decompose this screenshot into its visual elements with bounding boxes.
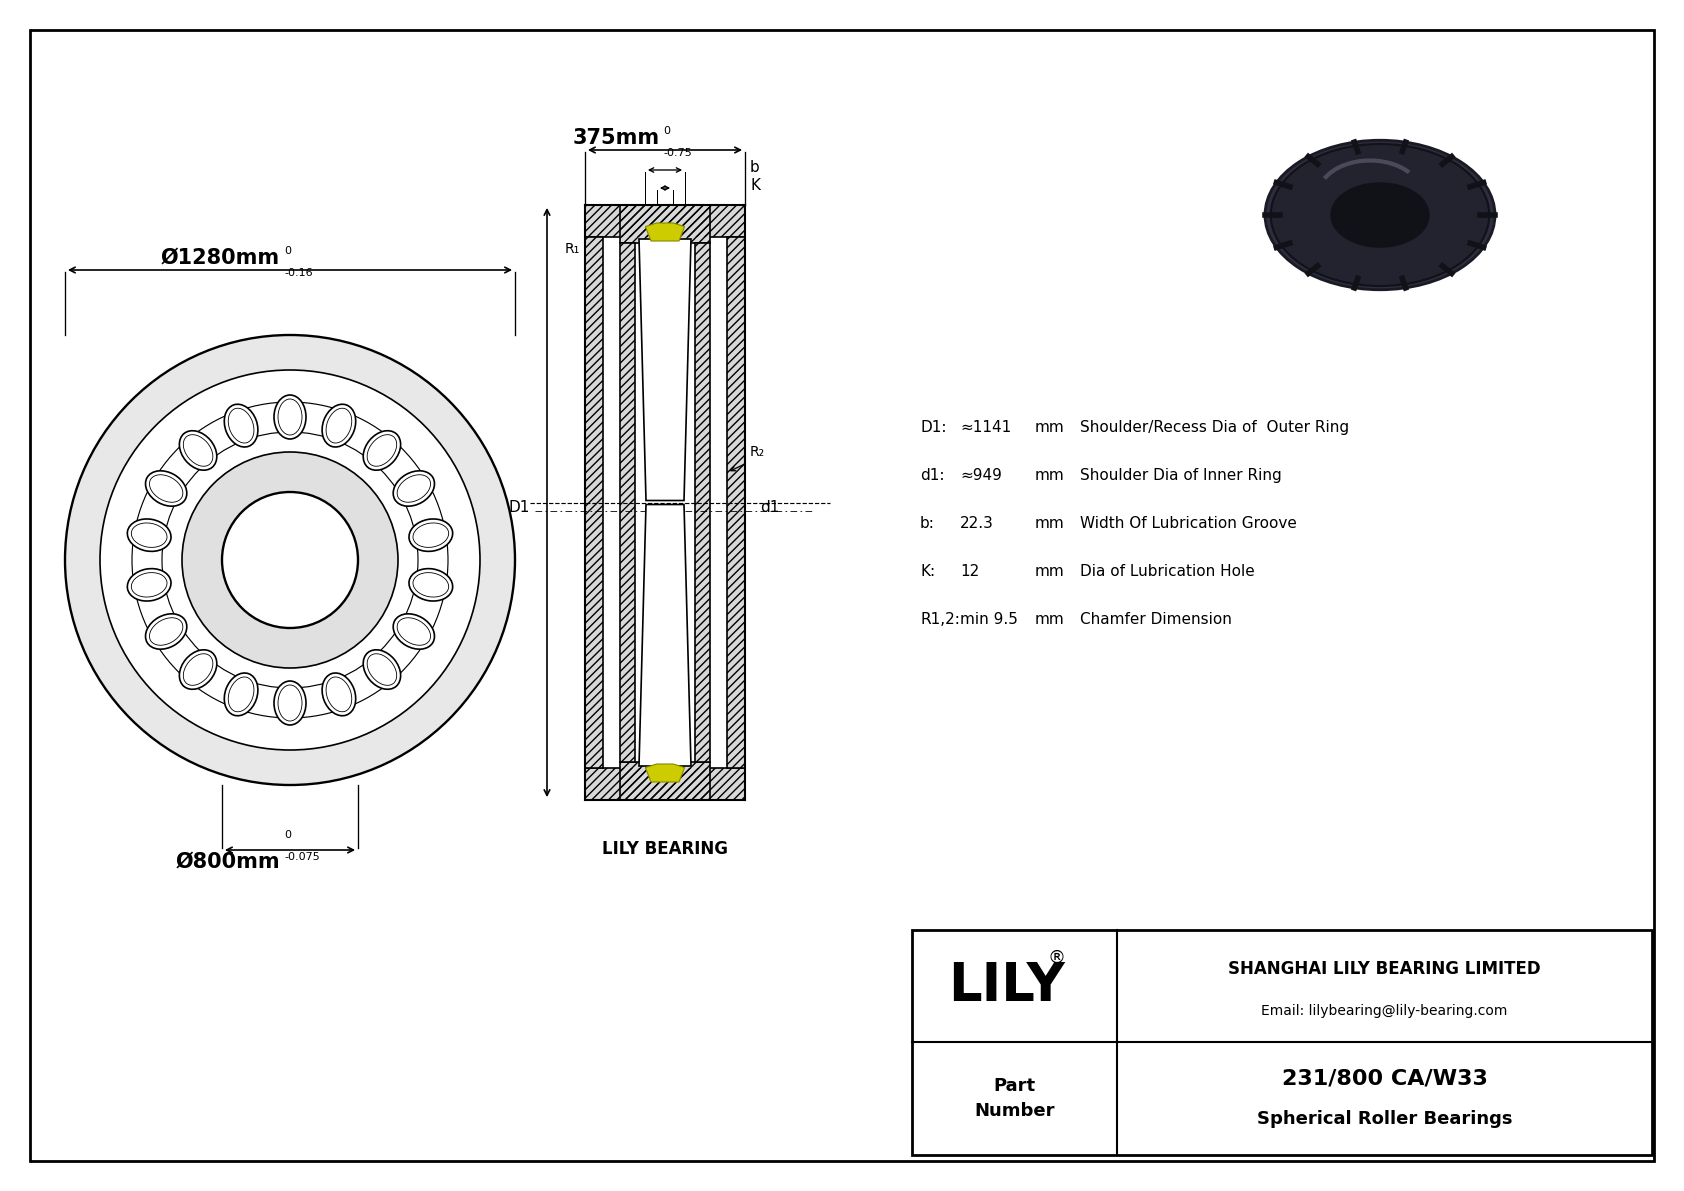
Text: D1: D1 — [509, 500, 530, 515]
Text: mm: mm — [1036, 612, 1064, 626]
Bar — [913, 930, 1652, 1155]
Ellipse shape — [1265, 141, 1495, 289]
Ellipse shape — [274, 681, 306, 725]
Ellipse shape — [274, 395, 306, 439]
Polygon shape — [645, 223, 685, 241]
Text: 12: 12 — [960, 565, 980, 579]
Text: Shoulder/Recess Dia of  Outer Ring: Shoulder/Recess Dia of Outer Ring — [1079, 420, 1349, 435]
Text: ≈1141: ≈1141 — [960, 420, 1012, 435]
Bar — [620, 205, 711, 243]
Ellipse shape — [364, 650, 401, 690]
Bar — [620, 762, 711, 800]
Text: -0.75: -0.75 — [663, 148, 692, 158]
Bar — [620, 243, 635, 762]
Ellipse shape — [1332, 183, 1428, 247]
Text: ≈949: ≈949 — [960, 468, 1002, 484]
Text: R₂: R₂ — [749, 445, 765, 460]
Text: Ø800mm: Ø800mm — [175, 852, 280, 872]
Polygon shape — [638, 239, 690, 500]
Ellipse shape — [1271, 144, 1489, 286]
Ellipse shape — [145, 470, 187, 506]
Text: Shoulder Dia of Inner Ring: Shoulder Dia of Inner Ring — [1079, 468, 1282, 484]
Polygon shape — [638, 505, 690, 766]
Ellipse shape — [128, 568, 172, 601]
Text: Spherical Roller Bearings: Spherical Roller Bearings — [1256, 1110, 1512, 1128]
Ellipse shape — [322, 673, 355, 716]
Ellipse shape — [409, 519, 453, 551]
Text: D1:: D1: — [919, 420, 946, 435]
Text: Email: lilybearing@lily-bearing.com: Email: lilybearing@lily-bearing.com — [1261, 1004, 1507, 1017]
Text: Chamfer Dimension: Chamfer Dimension — [1079, 612, 1233, 626]
Text: K: K — [749, 177, 759, 193]
Ellipse shape — [180, 650, 217, 690]
Bar — [727, 237, 744, 768]
Circle shape — [182, 453, 397, 668]
Text: mm: mm — [1036, 565, 1064, 579]
Ellipse shape — [224, 404, 258, 447]
Text: d1: d1 — [759, 500, 780, 515]
Text: ®: ® — [1047, 949, 1066, 967]
Ellipse shape — [364, 431, 401, 470]
Text: d1:: d1: — [919, 468, 945, 484]
Text: 22.3: 22.3 — [960, 516, 994, 531]
Text: K:: K: — [919, 565, 935, 579]
Bar — [584, 205, 744, 237]
Text: -0.16: -0.16 — [285, 268, 313, 278]
Text: -0.075: -0.075 — [285, 852, 320, 862]
Ellipse shape — [128, 519, 172, 551]
Bar — [584, 237, 603, 768]
Text: mm: mm — [1036, 468, 1064, 484]
Text: SHANGHAI LILY BEARING LIMITED: SHANGHAI LILY BEARING LIMITED — [1228, 960, 1541, 978]
Bar — [620, 762, 711, 800]
Bar — [584, 768, 744, 800]
Ellipse shape — [145, 613, 187, 649]
Text: 0: 0 — [663, 126, 670, 136]
Circle shape — [99, 370, 480, 750]
Bar — [584, 205, 744, 237]
Text: R₁: R₁ — [564, 242, 579, 256]
Ellipse shape — [322, 404, 355, 447]
Bar — [695, 243, 711, 762]
Text: b:: b: — [919, 516, 935, 531]
Ellipse shape — [392, 613, 434, 649]
Bar — [584, 768, 744, 800]
Text: R1,2:: R1,2: — [919, 612, 960, 626]
Text: LILY BEARING: LILY BEARING — [601, 840, 727, 858]
Bar — [727, 237, 744, 768]
Text: 0: 0 — [285, 247, 291, 256]
Text: Ø1280mm: Ø1280mm — [162, 248, 280, 268]
Text: Dia of Lubrication Hole: Dia of Lubrication Hole — [1079, 565, 1255, 579]
Text: mm: mm — [1036, 516, 1064, 531]
Text: 0: 0 — [285, 830, 291, 840]
Bar — [620, 205, 711, 243]
Text: 231/800 CA/W33: 231/800 CA/W33 — [1282, 1068, 1487, 1089]
Text: Part
Number: Part Number — [975, 1077, 1054, 1120]
Circle shape — [222, 492, 359, 628]
Circle shape — [66, 335, 515, 785]
Ellipse shape — [224, 673, 258, 716]
Polygon shape — [645, 763, 685, 782]
Text: Width Of Lubrication Groove: Width Of Lubrication Groove — [1079, 516, 1297, 531]
Text: mm: mm — [1036, 420, 1064, 435]
Text: LILY: LILY — [948, 960, 1064, 1012]
Bar — [603, 237, 727, 768]
Bar — [584, 237, 603, 768]
Ellipse shape — [409, 568, 453, 601]
Ellipse shape — [392, 470, 434, 506]
Text: 375mm: 375mm — [573, 127, 660, 148]
Ellipse shape — [180, 431, 217, 470]
Bar — [695, 243, 711, 762]
Text: min 9.5: min 9.5 — [960, 612, 1017, 626]
Text: b: b — [749, 160, 759, 175]
Bar — [620, 243, 635, 762]
